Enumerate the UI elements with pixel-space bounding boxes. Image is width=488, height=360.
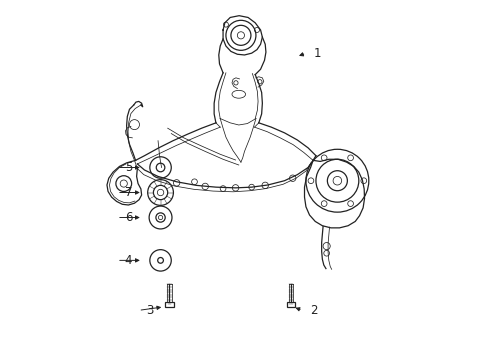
- Text: 3: 3: [146, 304, 153, 317]
- Text: 7: 7: [124, 186, 132, 199]
- Text: 5: 5: [124, 161, 132, 174]
- Text: 1: 1: [313, 47, 321, 60]
- Text: 6: 6: [124, 211, 132, 224]
- Text: 4: 4: [124, 254, 132, 267]
- Text: 2: 2: [310, 304, 317, 317]
